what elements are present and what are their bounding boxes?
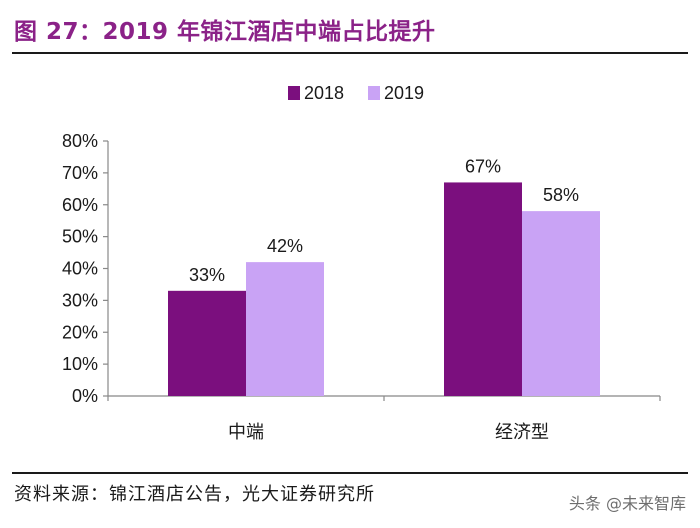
bar-data-label: 58%: [543, 185, 579, 205]
y-tick-label: 50%: [62, 227, 98, 247]
y-tick-label: 30%: [62, 290, 98, 310]
y-tick-label: 20%: [62, 322, 98, 342]
x-category-label: 经济型: [495, 422, 549, 443]
legend-label-2019: 2019: [384, 83, 424, 103]
watermark: 头条 @未来智库: [568, 494, 686, 513]
y-tick-label: 80%: [62, 131, 98, 151]
x-category-label: 中端: [228, 422, 264, 443]
y-tick-label: 0%: [72, 386, 98, 406]
source-note: 资料来源：锦江酒店公告，光大证券研究所: [14, 484, 375, 505]
bar-2018-中端: [168, 290, 246, 396]
y-tick-label: 70%: [62, 163, 98, 183]
chart-legend: 2018 2019: [288, 83, 424, 103]
y-tick-label: 60%: [62, 195, 98, 215]
x-axis: 中端 经济型: [107, 395, 661, 443]
bar-2018-经济型: [444, 182, 522, 396]
legend-swatch-2019: [368, 86, 380, 100]
y-tick-label: 10%: [62, 354, 98, 374]
bar-data-labels: 33% 42% 67% 58%: [189, 156, 579, 284]
bar-2019-经济型: [522, 211, 600, 396]
legend-swatch-2018: [288, 86, 300, 100]
bar-chart: 2018 2019 0% 10% 20% 30% 40% 50% 60% 70% 80% 中端 经济…: [62, 83, 661, 443]
legend-label-2018: 2018: [304, 83, 344, 103]
title-divider: [12, 52, 688, 54]
y-tick-label: 40%: [62, 259, 98, 279]
source-divider: [12, 472, 688, 474]
bar-data-label: 33%: [189, 265, 225, 285]
bar-data-label: 67%: [465, 156, 501, 176]
bar-2019-中端: [246, 262, 324, 396]
bar-data-label: 42%: [267, 236, 303, 256]
bar-series: [168, 182, 600, 396]
figure-title: 图 27：2019 年锦江酒店中端占比提升: [14, 19, 436, 45]
y-axis: 0% 10% 20% 30% 40% 50% 60% 70% 80%: [62, 131, 109, 406]
